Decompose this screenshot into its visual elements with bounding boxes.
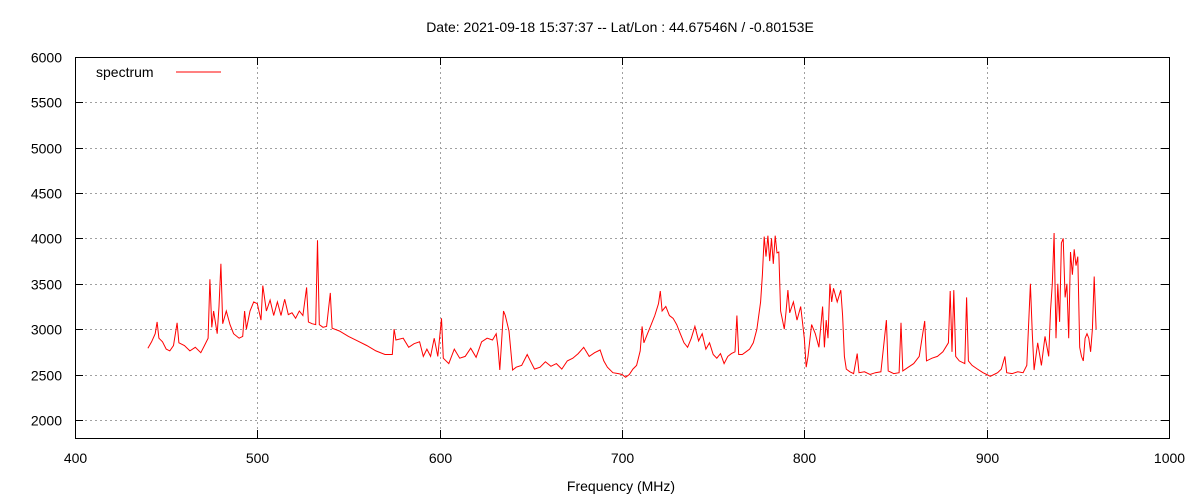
x-tick-label: 1000	[1154, 450, 1185, 466]
series-line-spectrum	[147, 232, 1097, 378]
plot-frame	[75, 57, 1170, 439]
y-tick-label: 6000	[31, 50, 62, 66]
x-tick-label: 500	[246, 450, 270, 466]
legend-label: spectrum	[96, 64, 154, 80]
y-tick-label: 3000	[31, 322, 62, 338]
y-tick-label: 2500	[31, 368, 62, 384]
chart-title: Date: 2021-09-18 15:37:37 -- Lat/Lon : 4…	[426, 19, 814, 35]
grid-lines	[75, 57, 1169, 438]
x-axis: 400 500 600 700 800 900 1000	[64, 57, 1185, 466]
y-tick-label: 3500	[31, 277, 62, 293]
y-axis: 2000 2500 3000 3500 4000 4500 5000 5500 6000	[31, 50, 1169, 429]
x-tick-label: 400	[64, 450, 88, 466]
legend: spectrum	[96, 64, 221, 80]
y-tick-label: 5500	[31, 95, 62, 111]
y-tick-label: 4500	[31, 186, 62, 202]
x-tick-label: 700	[611, 450, 635, 466]
series-group	[147, 232, 1097, 378]
y-tick-label: 2000	[31, 413, 62, 429]
y-tick-label: 4000	[31, 231, 62, 247]
x-axis-label: Frequency (MHz)	[567, 478, 675, 494]
x-tick-label: 600	[429, 450, 453, 466]
x-tick-label: 900	[976, 450, 1000, 466]
y-tick-label: 5000	[31, 141, 62, 157]
x-tick-label: 800	[793, 450, 817, 466]
